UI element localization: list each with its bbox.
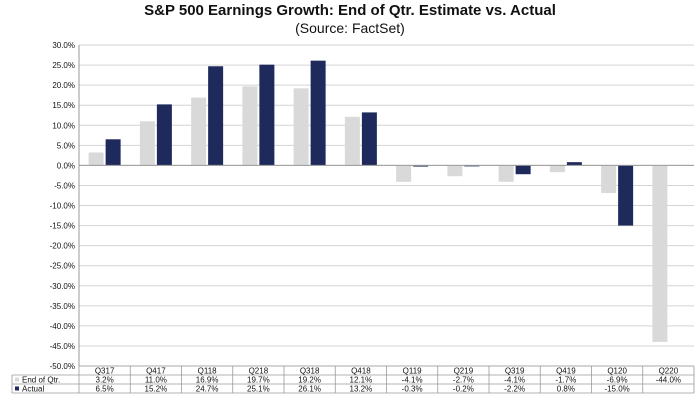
- estimate-bar-Q319: [498, 165, 514, 182]
- y-tick-label: 20.0%: [52, 81, 75, 90]
- chart-subtitle: (Source: FactSet): [295, 20, 405, 36]
- actual-value-label: 15.2%: [145, 385, 168, 394]
- actual-bar-Q318: [310, 60, 326, 166]
- category-label: Q220: [659, 367, 679, 376]
- estimate-value-label: 19.2%: [298, 376, 321, 385]
- estimate-value-label: -44.0%: [656, 376, 681, 385]
- actual-value-label: 25.1%: [247, 385, 270, 394]
- y-tick-label: -20.0%: [50, 242, 75, 251]
- estimate-value-label: -6.9%: [607, 376, 628, 385]
- category-label: Q119: [403, 367, 423, 376]
- y-tick-label: -25.0%: [50, 262, 75, 271]
- y-tick-label: 25.0%: [52, 61, 75, 70]
- actual-value-label: 26.1%: [298, 385, 321, 394]
- estimate-value-label: 16.9%: [196, 376, 219, 385]
- y-tick-label: 15.0%: [52, 101, 75, 110]
- category-label: Q318: [300, 367, 320, 376]
- y-tick-label: -45.0%: [50, 342, 75, 351]
- category-label: Q418: [351, 367, 371, 376]
- estimate-value-label: 12.1%: [350, 376, 373, 385]
- actual-value-label: -15.0%: [604, 385, 629, 394]
- estimate-value-label: -1.7%: [555, 376, 576, 385]
- y-tick-label: 0.0%: [57, 161, 75, 170]
- actual-bar-Q319: [515, 165, 531, 175]
- actual-value-label: 6.5%: [96, 385, 114, 394]
- legend-swatch-1: [15, 386, 19, 391]
- actual-bar-Q218: [259, 64, 275, 166]
- actual-value-label: 13.2%: [350, 385, 373, 394]
- category-label: Q120: [607, 367, 627, 376]
- actual-bar-Q419: [566, 162, 582, 166]
- estimate-bar-Q318: [293, 88, 309, 166]
- y-tick-label: -30.0%: [50, 282, 75, 291]
- y-tick-label: -40.0%: [50, 322, 75, 331]
- estimate-bar-Q119: [396, 165, 412, 182]
- estimate-value-label: -4.1%: [504, 376, 525, 385]
- y-tick-label: 30.0%: [52, 41, 75, 50]
- estimate-bar-Q218: [242, 86, 258, 166]
- estimate-bar-Q317: [88, 152, 104, 166]
- actual-bar-Q118: [208, 66, 224, 166]
- actual-bar-Q317: [105, 139, 121, 166]
- chart-title: S&P 500 Earnings Growth: End of Qtr. Est…: [144, 2, 556, 19]
- estimate-bar-Q419: [549, 165, 565, 173]
- actual-value-label: -0.2%: [453, 385, 474, 394]
- actual-bar-Q418: [361, 112, 377, 166]
- legend-label: Actual: [22, 385, 44, 394]
- actual-value-label: 0.8%: [557, 385, 575, 394]
- actual-bar-Q417: [156, 104, 172, 166]
- y-tick-label: -35.0%: [50, 302, 75, 311]
- estimate-value-label: -4.1%: [402, 376, 423, 385]
- chart-title-block: S&P 500 Earnings Growth: End of Qtr. Est…: [0, 2, 700, 37]
- y-tick-label: 10.0%: [52, 121, 75, 130]
- estimate-value-label: 19.7%: [247, 376, 270, 385]
- y-tick-label: -50.0%: [50, 362, 75, 371]
- category-label: Q218: [249, 367, 269, 376]
- actual-bar-Q120: [618, 165, 634, 226]
- estimate-value-label: 11.0%: [145, 376, 167, 385]
- estimate-value-label: 3.2%: [96, 376, 114, 385]
- category-label: Q219: [454, 367, 474, 376]
- estimate-bar-Q118: [191, 97, 207, 166]
- actual-value-label: -2.2%: [504, 385, 525, 394]
- estimate-bar-Q219: [447, 165, 463, 177]
- y-tick-label: -5.0%: [54, 181, 75, 190]
- category-label: Q319: [505, 367, 525, 376]
- estimate-value-label: -2.7%: [453, 376, 474, 385]
- y-tick-label: 5.0%: [57, 141, 75, 150]
- estimate-bar-Q220: [652, 165, 668, 342]
- y-tick-label: -15.0%: [50, 222, 75, 231]
- estimate-bar-Q120: [601, 165, 617, 194]
- legend-label: End of Qtr.: [22, 376, 60, 385]
- y-tick-label: -10.0%: [50, 202, 75, 211]
- estimate-bar-Q417: [139, 121, 155, 166]
- category-label: Q419: [556, 367, 576, 376]
- estimate-bar-Q418: [344, 116, 360, 166]
- category-label: Q417: [146, 367, 166, 376]
- category-label: Q118: [198, 367, 218, 376]
- actual-bar-Q119: [413, 165, 429, 167]
- category-label: Q317: [95, 367, 115, 376]
- legend-swatch-0: [15, 377, 19, 382]
- actual-value-label: 24.7%: [196, 385, 219, 394]
- actual-value-label: -0.3%: [402, 385, 423, 394]
